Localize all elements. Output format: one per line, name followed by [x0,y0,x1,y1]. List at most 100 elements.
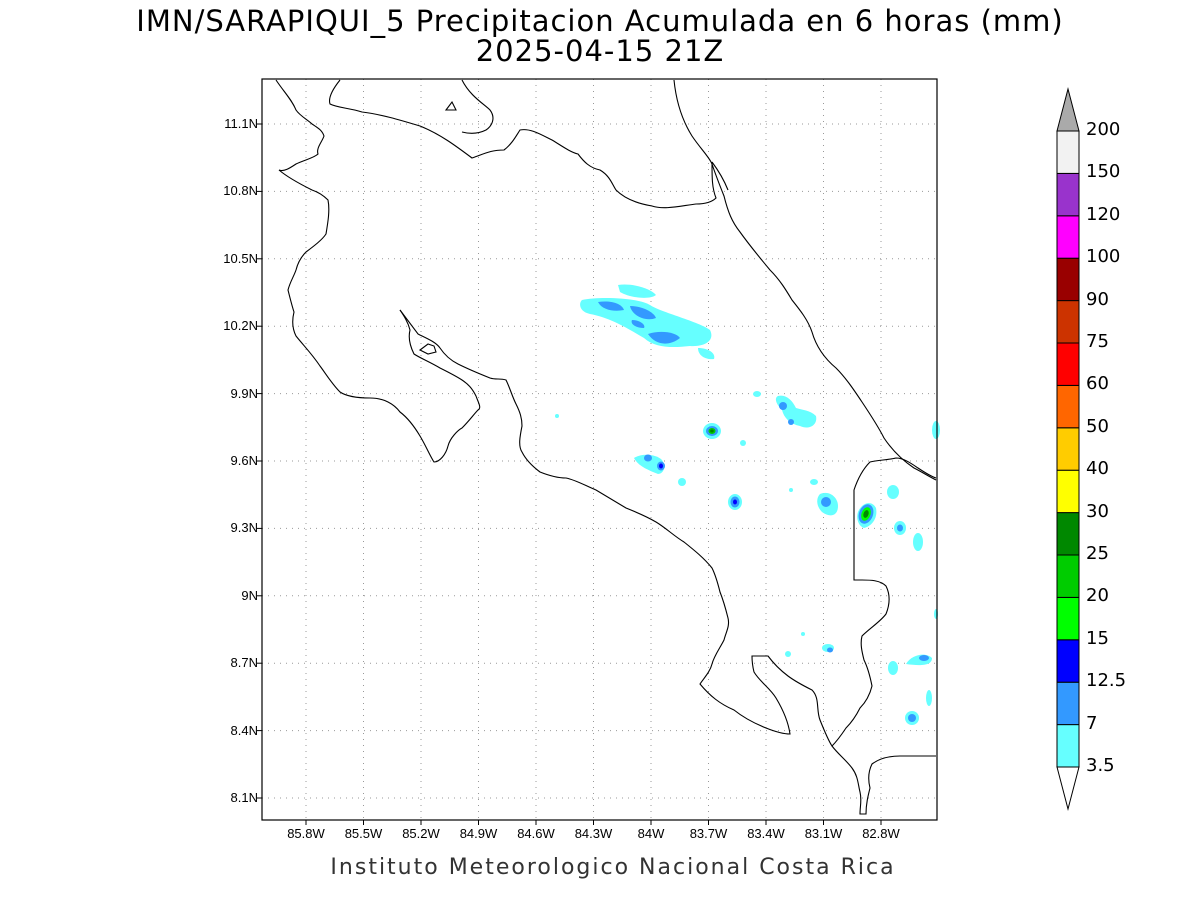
lon-tick-label: 84W [637,826,665,841]
lat-tick-label: 8.7N [230,655,258,671]
colorbar-segment [1056,554,1080,598]
island [444,100,457,111]
precip-area [775,395,817,428]
lat-tick-label: 9N [241,587,258,603]
precip-area [630,306,656,320]
colorbar-label: 15 [1086,627,1109,649]
colorbar-segment [1056,724,1080,768]
lat-tick-label: 8.1N [230,790,258,805]
colorbar-label: 30 [1086,500,1109,522]
map-title: IMN/SARAPIQUI_5 Precipitacion Acumulada … [136,4,1064,38]
precip-area [733,499,737,505]
precip-area [913,533,923,551]
river [461,79,494,134]
precip-area [634,454,665,474]
colorbar-segment [1056,342,1080,386]
precip-area [631,320,645,328]
precip-area [698,348,715,360]
lon-tick-label: 85.2W [402,826,440,841]
colorbar-label: 50 [1086,415,1109,437]
precip-area [919,655,929,661]
lon-tick-label: 83.7W [689,826,728,841]
lon-tick-label: 84.9W [459,826,498,841]
colorbar-segment [1056,215,1080,259]
colorbar-top-triangle [1056,87,1080,132]
precip-area [785,651,791,657]
colorbar-label: 200 [1086,119,1121,140]
precip-area [908,714,916,722]
colorbar-label: 3.5 [1086,755,1115,776]
precip-area [801,632,805,636]
precipitation-field [555,284,940,725]
colorbar-label: 100 [1086,246,1121,268]
grid-lines [262,79,937,820]
precip-area [598,301,624,311]
precip-area [710,429,714,433]
precip-area [779,402,787,410]
colorbar-segment [1056,427,1080,471]
precip-area [659,463,663,469]
colorbar-label: 25 [1086,543,1109,564]
precip-area [906,654,932,666]
colorbar-label: 90 [1086,288,1109,310]
precip-area [810,479,818,485]
nicoya-island [418,343,437,355]
lat-tick-label: 8.4N [230,722,258,738]
colorbar-label: 120 [1086,203,1121,225]
colorbar-label: 150 [1086,161,1121,183]
precip-area [821,497,831,507]
lon-tick-label: 83.4W [747,826,785,841]
colorbar-segment [1056,130,1080,174]
precip-area [863,510,869,518]
lat-tick-label: 9.3N [230,520,258,536]
lat-tick-label: 9.6N [230,453,258,468]
precip-area [580,297,712,348]
precip-area [555,414,559,418]
footer-credit: Instituto Meteorologico Nacional Costa R… [330,855,896,880]
precip-area [753,391,761,397]
precip-area [644,454,652,462]
lake-shore [328,79,717,209]
colorbar-label: 75 [1086,331,1109,352]
colorbar-segment [1056,300,1080,344]
precip-area [827,647,833,653]
colorbar-segment [1056,512,1080,556]
lon-tick-label: 83.1W [804,826,843,841]
lon-tick-label: 82.8W [862,826,900,841]
colorbar [1056,87,1080,811]
precip-area [740,440,746,446]
lon-tick-label: 84.6W [517,826,555,841]
colorbar-label: 60 [1086,373,1109,395]
panama-coast [831,745,936,815]
lat-tick-label: 10.5N [223,250,258,266]
coastlines [275,79,937,815]
caribbean-coast [673,79,937,481]
precip-area [648,331,680,344]
precip-area [678,478,686,486]
colorbar-label: 12.5 [1086,670,1127,692]
precip-area [932,421,940,439]
colorbar-label: 40 [1086,458,1109,480]
colorbar-bottom-triangle [1056,766,1080,811]
colorbar-segment [1056,681,1080,726]
colorbar-segment [1056,384,1080,429]
precip-area [926,690,932,706]
lat-tick-label: 9.9N [230,385,258,401]
lon-tick-label: 84.3W [574,826,613,841]
lat-tick-label: 11.1N [224,116,258,131]
map-frame [261,78,938,821]
lon-tick-label: 85.5W [344,826,383,841]
colorbar-label: 20 [1086,585,1109,607]
pacific-coast [278,169,481,463]
lake-shore [711,161,729,191]
lon-tick-label: 85.8W [287,826,325,841]
precip-area [788,419,794,425]
lake-nicaragua-shore [275,79,325,172]
precip-area [789,488,793,492]
colorbar-segment [1056,257,1080,302]
precip-area [897,524,903,532]
colorbar-segment [1056,469,1080,514]
colorbar-segment [1056,639,1080,683]
precip-area [887,485,899,499]
lat-tick-label: 10.2N [223,318,258,334]
